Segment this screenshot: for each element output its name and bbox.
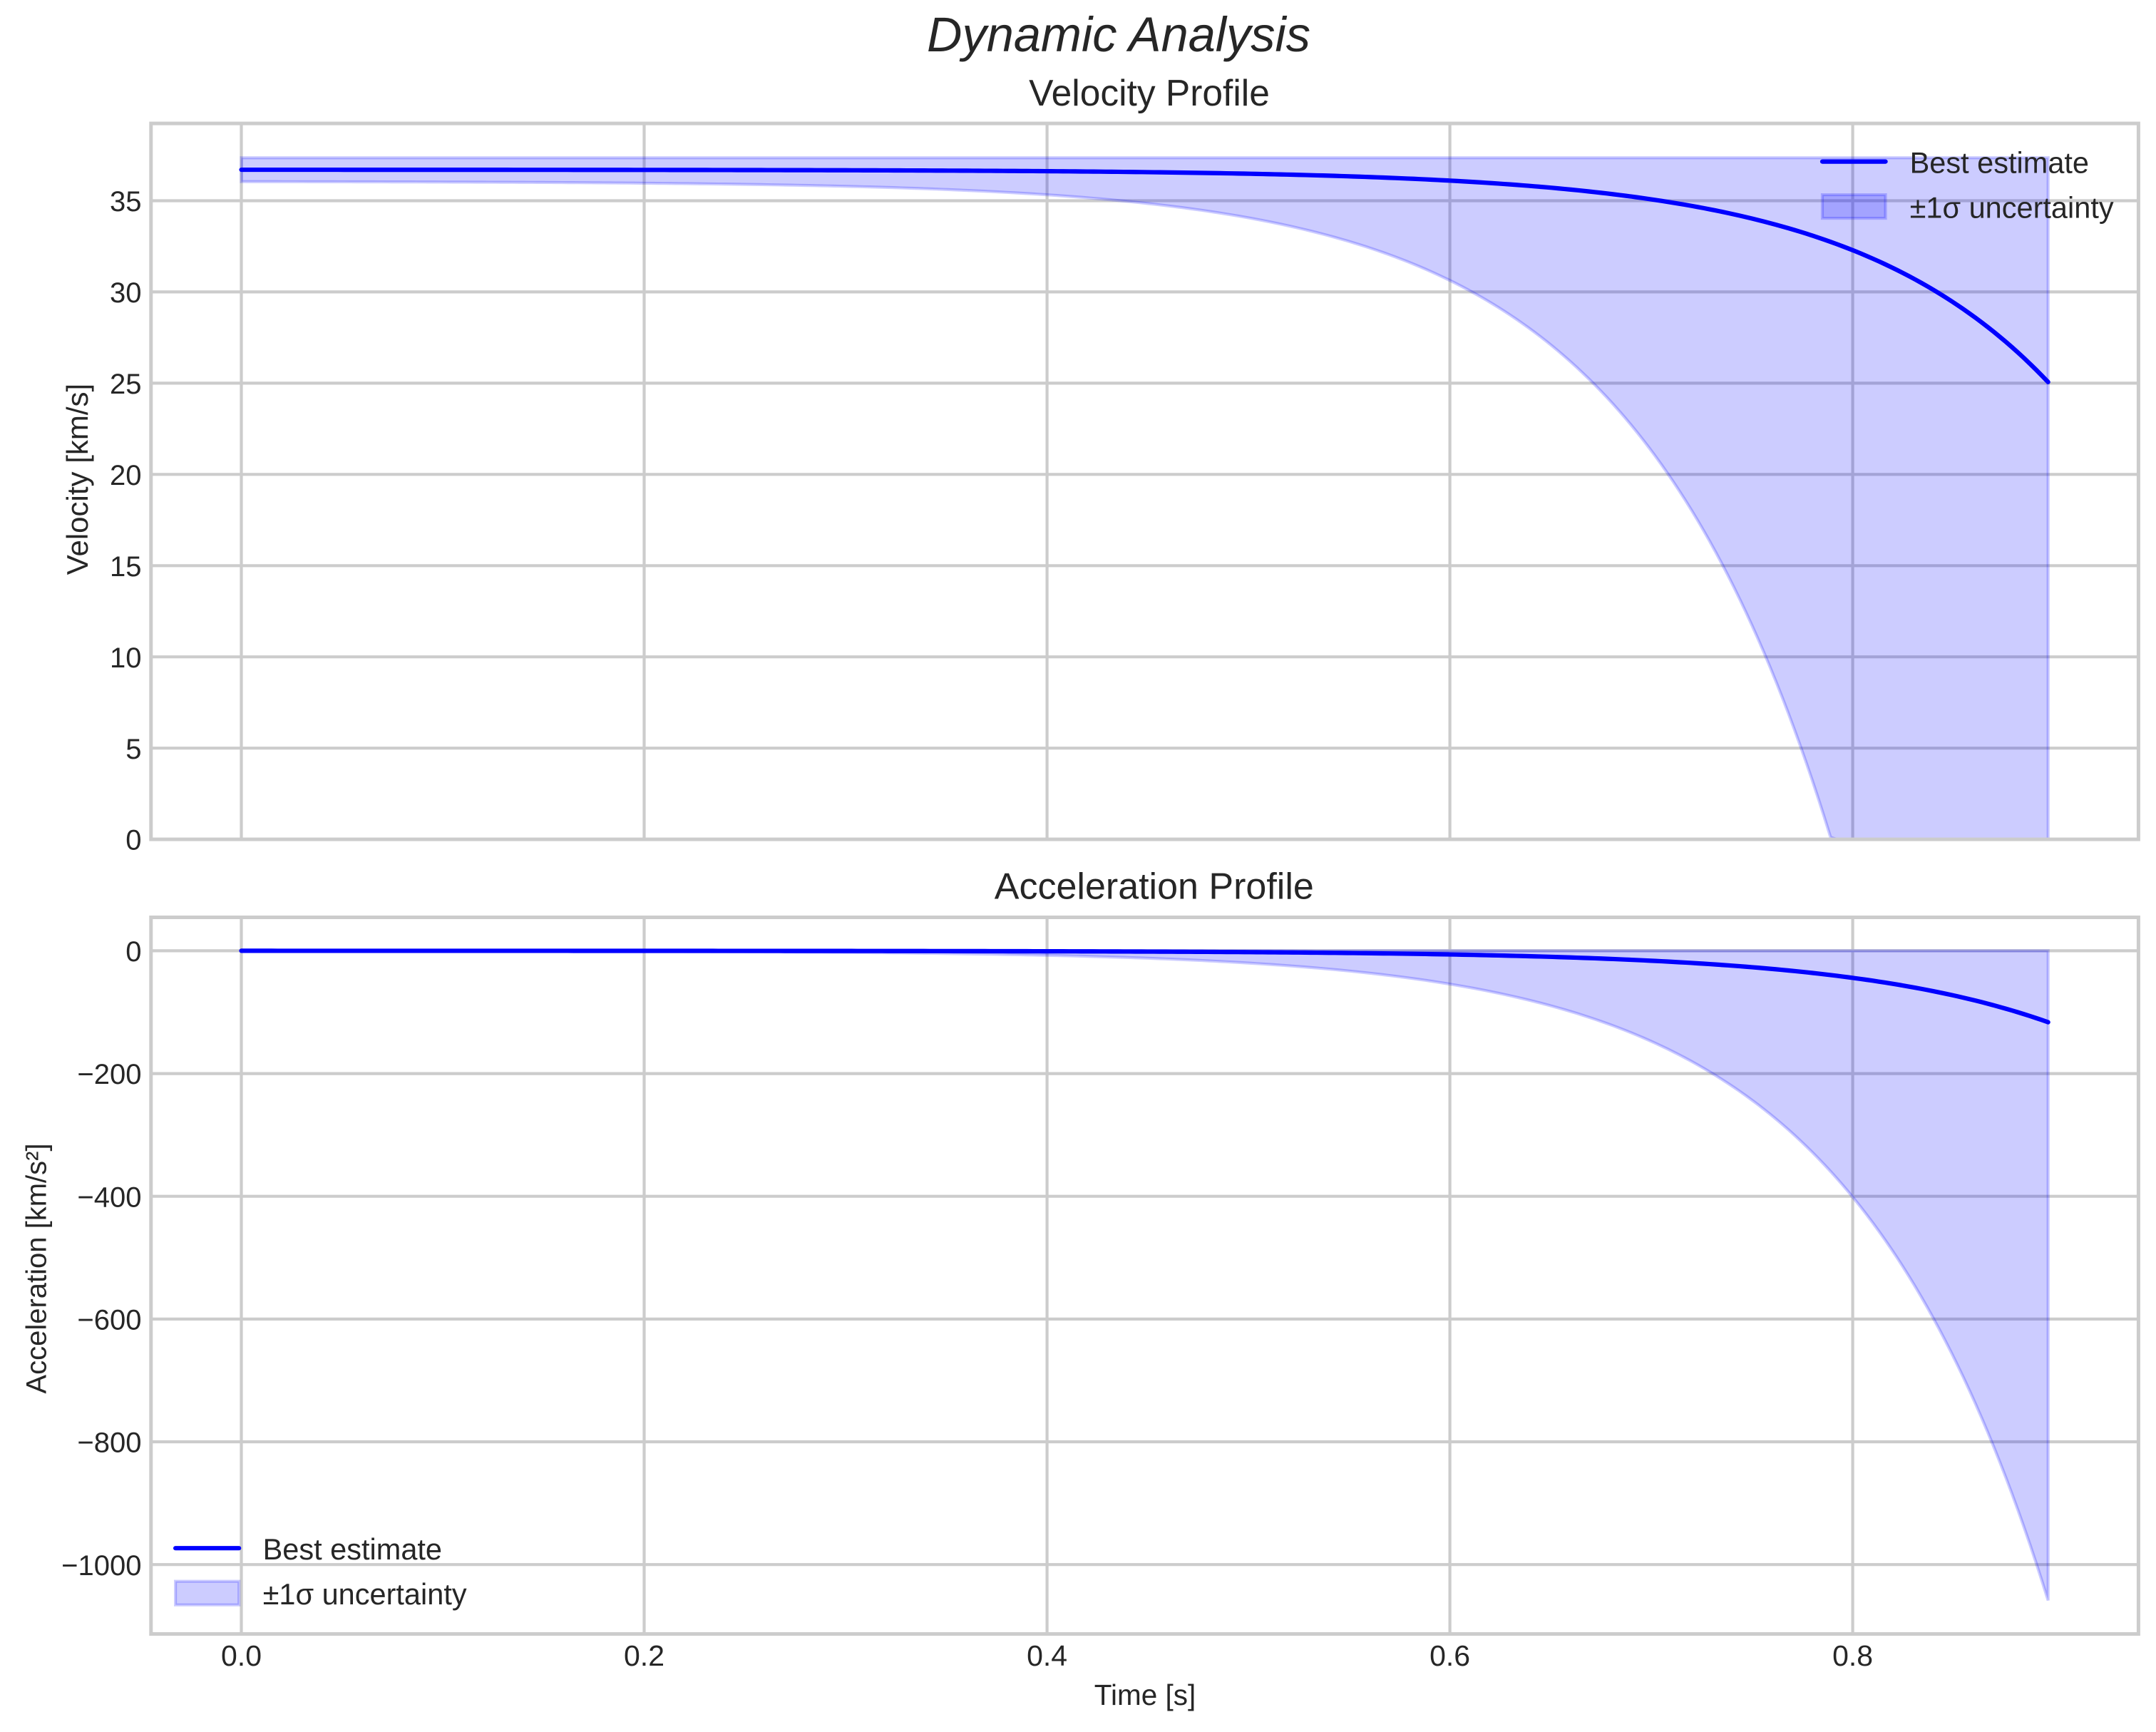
svg-text:Best estimate: Best estimate <box>263 1532 442 1566</box>
svg-text:−400: −400 <box>77 1182 141 1213</box>
svg-text:−200: −200 <box>77 1059 141 1090</box>
svg-text:15: 15 <box>110 551 142 583</box>
svg-text:Velocity Profile: Velocity Profile <box>1029 72 1270 113</box>
svg-text:Time [s]: Time [s] <box>1094 1679 1196 1711</box>
svg-text:0.0: 0.0 <box>221 1639 262 1672</box>
svg-text:0.4: 0.4 <box>1027 1639 1067 1672</box>
svg-text:±1σ uncertainty: ±1σ uncertainty <box>1910 190 2114 224</box>
svg-text:Dynamic Analysis: Dynamic Analysis <box>927 7 1310 62</box>
svg-text:Acceleration [km/s²]: Acceleration [km/s²] <box>21 1143 53 1393</box>
svg-text:±1σ uncertainty: ±1σ uncertainty <box>263 1577 467 1611</box>
svg-text:0: 0 <box>125 936 141 968</box>
svg-text:−800: −800 <box>77 1428 141 1459</box>
svg-text:Acceleration Profile: Acceleration Profile <box>995 866 1314 908</box>
svg-text:0.6: 0.6 <box>1429 1639 1470 1672</box>
svg-text:20: 20 <box>110 460 142 491</box>
svg-text:30: 30 <box>110 277 142 309</box>
svg-text:25: 25 <box>110 369 142 400</box>
svg-text:−600: −600 <box>77 1305 141 1336</box>
svg-text:0: 0 <box>125 825 141 856</box>
svg-text:Best estimate: Best estimate <box>1910 145 2089 179</box>
svg-text:0.2: 0.2 <box>624 1639 664 1672</box>
svg-text:0.8: 0.8 <box>1832 1639 1873 1672</box>
svg-text:35: 35 <box>110 186 142 217</box>
svg-text:Velocity [km/s]: Velocity [km/s] <box>61 384 94 575</box>
svg-text:5: 5 <box>125 734 141 765</box>
svg-text:−1000: −1000 <box>61 1550 141 1582</box>
svg-text:10: 10 <box>110 642 142 674</box>
